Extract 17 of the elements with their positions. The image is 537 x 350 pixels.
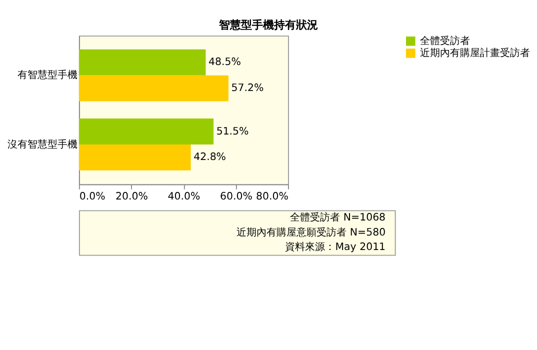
data-label: 51.5% [216, 126, 250, 138]
data-label: 57.2% [231, 83, 264, 94]
x-tick-label: 60.0% [220, 192, 253, 203]
data-label: 42.8% [194, 152, 226, 164]
x-tick-label: 80.0% [256, 192, 289, 203]
x-tick-label: 0.0% [79, 192, 106, 203]
x-tick-label: 40.0% [168, 192, 200, 203]
legend-label: 全體受訪者 [420, 34, 470, 47]
chart-title: 智慧型手機持有狀況 [218, 18, 318, 32]
legend-label: 近期內有購屋計畫受訪者 [420, 47, 530, 60]
text: 全體受訪者 N=1068 [290, 211, 386, 224]
x-tick-label: 20.0% [115, 192, 148, 203]
text: 近期內有購屋意願受訪者 N=580 [236, 226, 386, 238]
y-tick-label: 有智慧型手機 [18, 69, 78, 82]
source-note: 資料來源：May 2011 [285, 241, 386, 254]
data-label: 48.5% [208, 57, 242, 68]
y-tick-label: 沒有智慧型手機 [8, 138, 78, 150]
